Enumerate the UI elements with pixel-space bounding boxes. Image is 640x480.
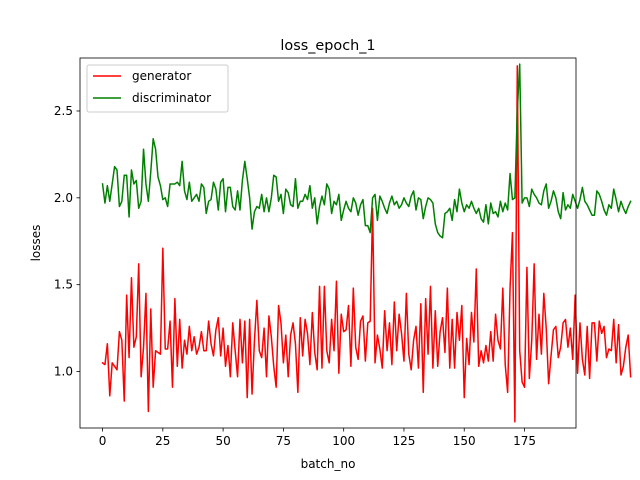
y-tick-label: 2.5 — [54, 104, 73, 118]
x-tick-label: 0 — [99, 434, 107, 448]
x-tick-label: 50 — [215, 434, 230, 448]
x-tick-label: 125 — [393, 434, 416, 448]
legend-label-discriminator: discriminator — [132, 91, 211, 105]
x-tick-label: 175 — [513, 434, 536, 448]
x-tick-label: 150 — [453, 434, 476, 448]
x-tick-label: 100 — [332, 434, 355, 448]
y-tick-label: 1.5 — [54, 278, 73, 292]
y-axis: 1.0 1.5 2.0 2.5 — [54, 104, 80, 379]
y-tick-label: 2.0 — [54, 191, 73, 205]
x-axis-label: batch_no — [301, 457, 356, 471]
y-axis-label: losses — [29, 225, 43, 262]
legend-frame — [86, 64, 229, 113]
series-line-generator — [101, 65, 632, 423]
plot-area — [80, 58, 576, 428]
legend: generator discriminator — [86, 64, 229, 113]
x-tick-label: 25 — [155, 434, 170, 448]
chart-title: loss_epoch_1 — [280, 38, 375, 54]
x-tick-label: 75 — [276, 434, 291, 448]
y-tick-label: 1.0 — [54, 365, 73, 379]
series-line-discriminator — [101, 63, 632, 239]
series-layer — [101, 63, 632, 423]
legend-label-generator: generator — [132, 69, 191, 83]
plot-frame — [79, 57, 577, 429]
x-axis: 0 25 50 75 100 125 150 175 — [99, 428, 536, 448]
